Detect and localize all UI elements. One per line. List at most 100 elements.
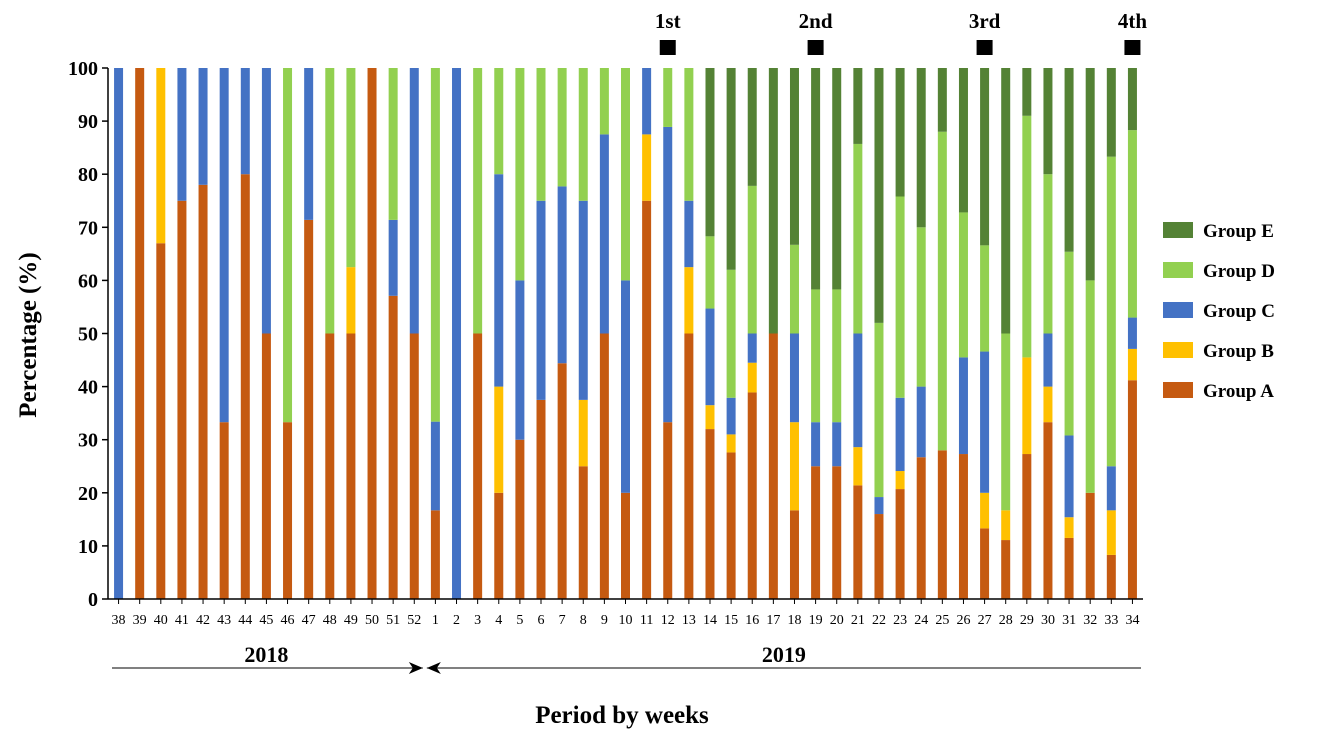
bar-segment <box>219 422 229 599</box>
markers-layer: 1st 2nd 3rd 4th <box>655 9 1147 55</box>
y-tick-label: 10 <box>78 536 98 558</box>
x-tick-label: 20 <box>830 613 844 628</box>
x-tick-label: 24 <box>914 613 928 628</box>
bar-segment <box>811 68 821 290</box>
bar-segment <box>1106 68 1116 157</box>
bar-segment <box>1064 537 1074 599</box>
bar-segment <box>768 333 778 599</box>
x-tick-label: 49 <box>344 613 358 628</box>
bar-segment <box>515 439 525 599</box>
bar-segment <box>346 267 356 334</box>
x-tick-label: 10 <box>619 613 633 628</box>
bar-segment <box>684 267 694 334</box>
year-span-arrowhead <box>426 662 441 674</box>
bar-segment <box>1064 517 1074 538</box>
legend-swatch <box>1163 262 1193 278</box>
bar-segment <box>388 68 398 220</box>
dose-marker-label: 4th <box>1118 9 1147 33</box>
x-tick-label: 8 <box>580 613 587 628</box>
bar-segment <box>874 68 884 323</box>
year-label: 2018 <box>244 642 288 667</box>
bars-layer <box>114 68 1137 600</box>
bar-segment <box>599 68 609 135</box>
bar-segment <box>304 219 314 599</box>
bar-segment <box>1022 357 1032 455</box>
bar-segment <box>177 68 187 201</box>
bar-segment <box>1064 435 1074 518</box>
x-axis-title: Period by weeks <box>535 702 709 729</box>
bar-segment <box>1022 454 1032 599</box>
x-tick-label: 7 <box>559 613 566 628</box>
bar-segment <box>1127 68 1137 131</box>
x-tick-label: 5 <box>516 613 523 628</box>
bar-segment <box>663 422 673 599</box>
bar-segment <box>536 68 546 201</box>
x-tick-label: 50 <box>365 613 379 628</box>
bar-segment <box>494 492 504 599</box>
bar-segment <box>726 452 736 599</box>
bar-segment <box>1064 68 1074 252</box>
bar-segment <box>114 68 124 599</box>
bar-segment <box>916 457 926 599</box>
bar-segment <box>156 68 166 244</box>
bar-segment <box>452 68 462 599</box>
x-tick-label: 19 <box>809 613 823 628</box>
bar-segment <box>705 405 715 430</box>
bar-segment <box>789 422 799 511</box>
bar-segment <box>684 200 694 268</box>
bar-segment <box>980 528 990 599</box>
bar-segment <box>642 200 652 599</box>
bar-segment <box>494 68 504 175</box>
bar-segment <box>621 68 630 281</box>
x-tick-label: 48 <box>323 613 337 628</box>
y-tick-label: 100 <box>68 58 98 80</box>
bar-segment <box>515 68 525 281</box>
bar-segment <box>663 68 673 127</box>
bar-segment <box>937 131 947 451</box>
bar-segment <box>747 333 757 363</box>
bar-segment <box>283 422 293 599</box>
bar-segment <box>789 68 799 245</box>
x-tick-label: 25 <box>935 613 949 628</box>
bar-segment <box>874 497 884 515</box>
y-tick-label: 50 <box>78 324 98 346</box>
y-tick-label: 30 <box>78 430 98 452</box>
bar-segment <box>578 399 588 467</box>
bar-segment <box>789 333 799 423</box>
x-tick-label: 33 <box>1104 613 1118 628</box>
bar-segment <box>1085 68 1095 281</box>
bar-segment <box>621 280 630 493</box>
bar-segment <box>325 68 335 334</box>
bar-segment <box>726 269 736 398</box>
x-tick-label: 6 <box>538 613 545 628</box>
x-tick-label: 26 <box>956 613 970 628</box>
bar-segment <box>980 492 990 529</box>
bar-segment <box>874 322 884 498</box>
bar-segment <box>895 471 905 490</box>
bar-segment <box>958 454 968 599</box>
bar-segment <box>705 236 715 309</box>
bar-segment <box>430 510 440 599</box>
legend-label: Group D <box>1203 261 1275 282</box>
bar-segment <box>198 68 208 185</box>
bar-segment <box>240 68 250 175</box>
bar-segment <box>430 421 440 511</box>
x-tick-label: 22 <box>872 613 886 628</box>
bar-segment <box>578 200 588 400</box>
bar-segment <box>219 68 229 423</box>
bar-segment <box>1001 510 1011 541</box>
bar-segment <box>599 134 609 334</box>
year-span-arrowhead <box>408 662 423 674</box>
bar-segment <box>684 333 694 599</box>
bar-segment <box>853 447 863 486</box>
legend: Group E Group D Group C Group B Group A <box>1163 221 1275 402</box>
bar-segment <box>1001 68 1011 334</box>
x-tick-label: 1 <box>432 613 439 628</box>
bar-segment <box>367 68 377 599</box>
dose-marker-square <box>807 40 824 55</box>
x-tick-label: 32 <box>1083 613 1097 628</box>
bar-segment <box>1127 380 1137 599</box>
bar-segment <box>515 280 525 440</box>
legend-label: Group B <box>1203 341 1274 362</box>
bar-segment <box>937 450 947 599</box>
